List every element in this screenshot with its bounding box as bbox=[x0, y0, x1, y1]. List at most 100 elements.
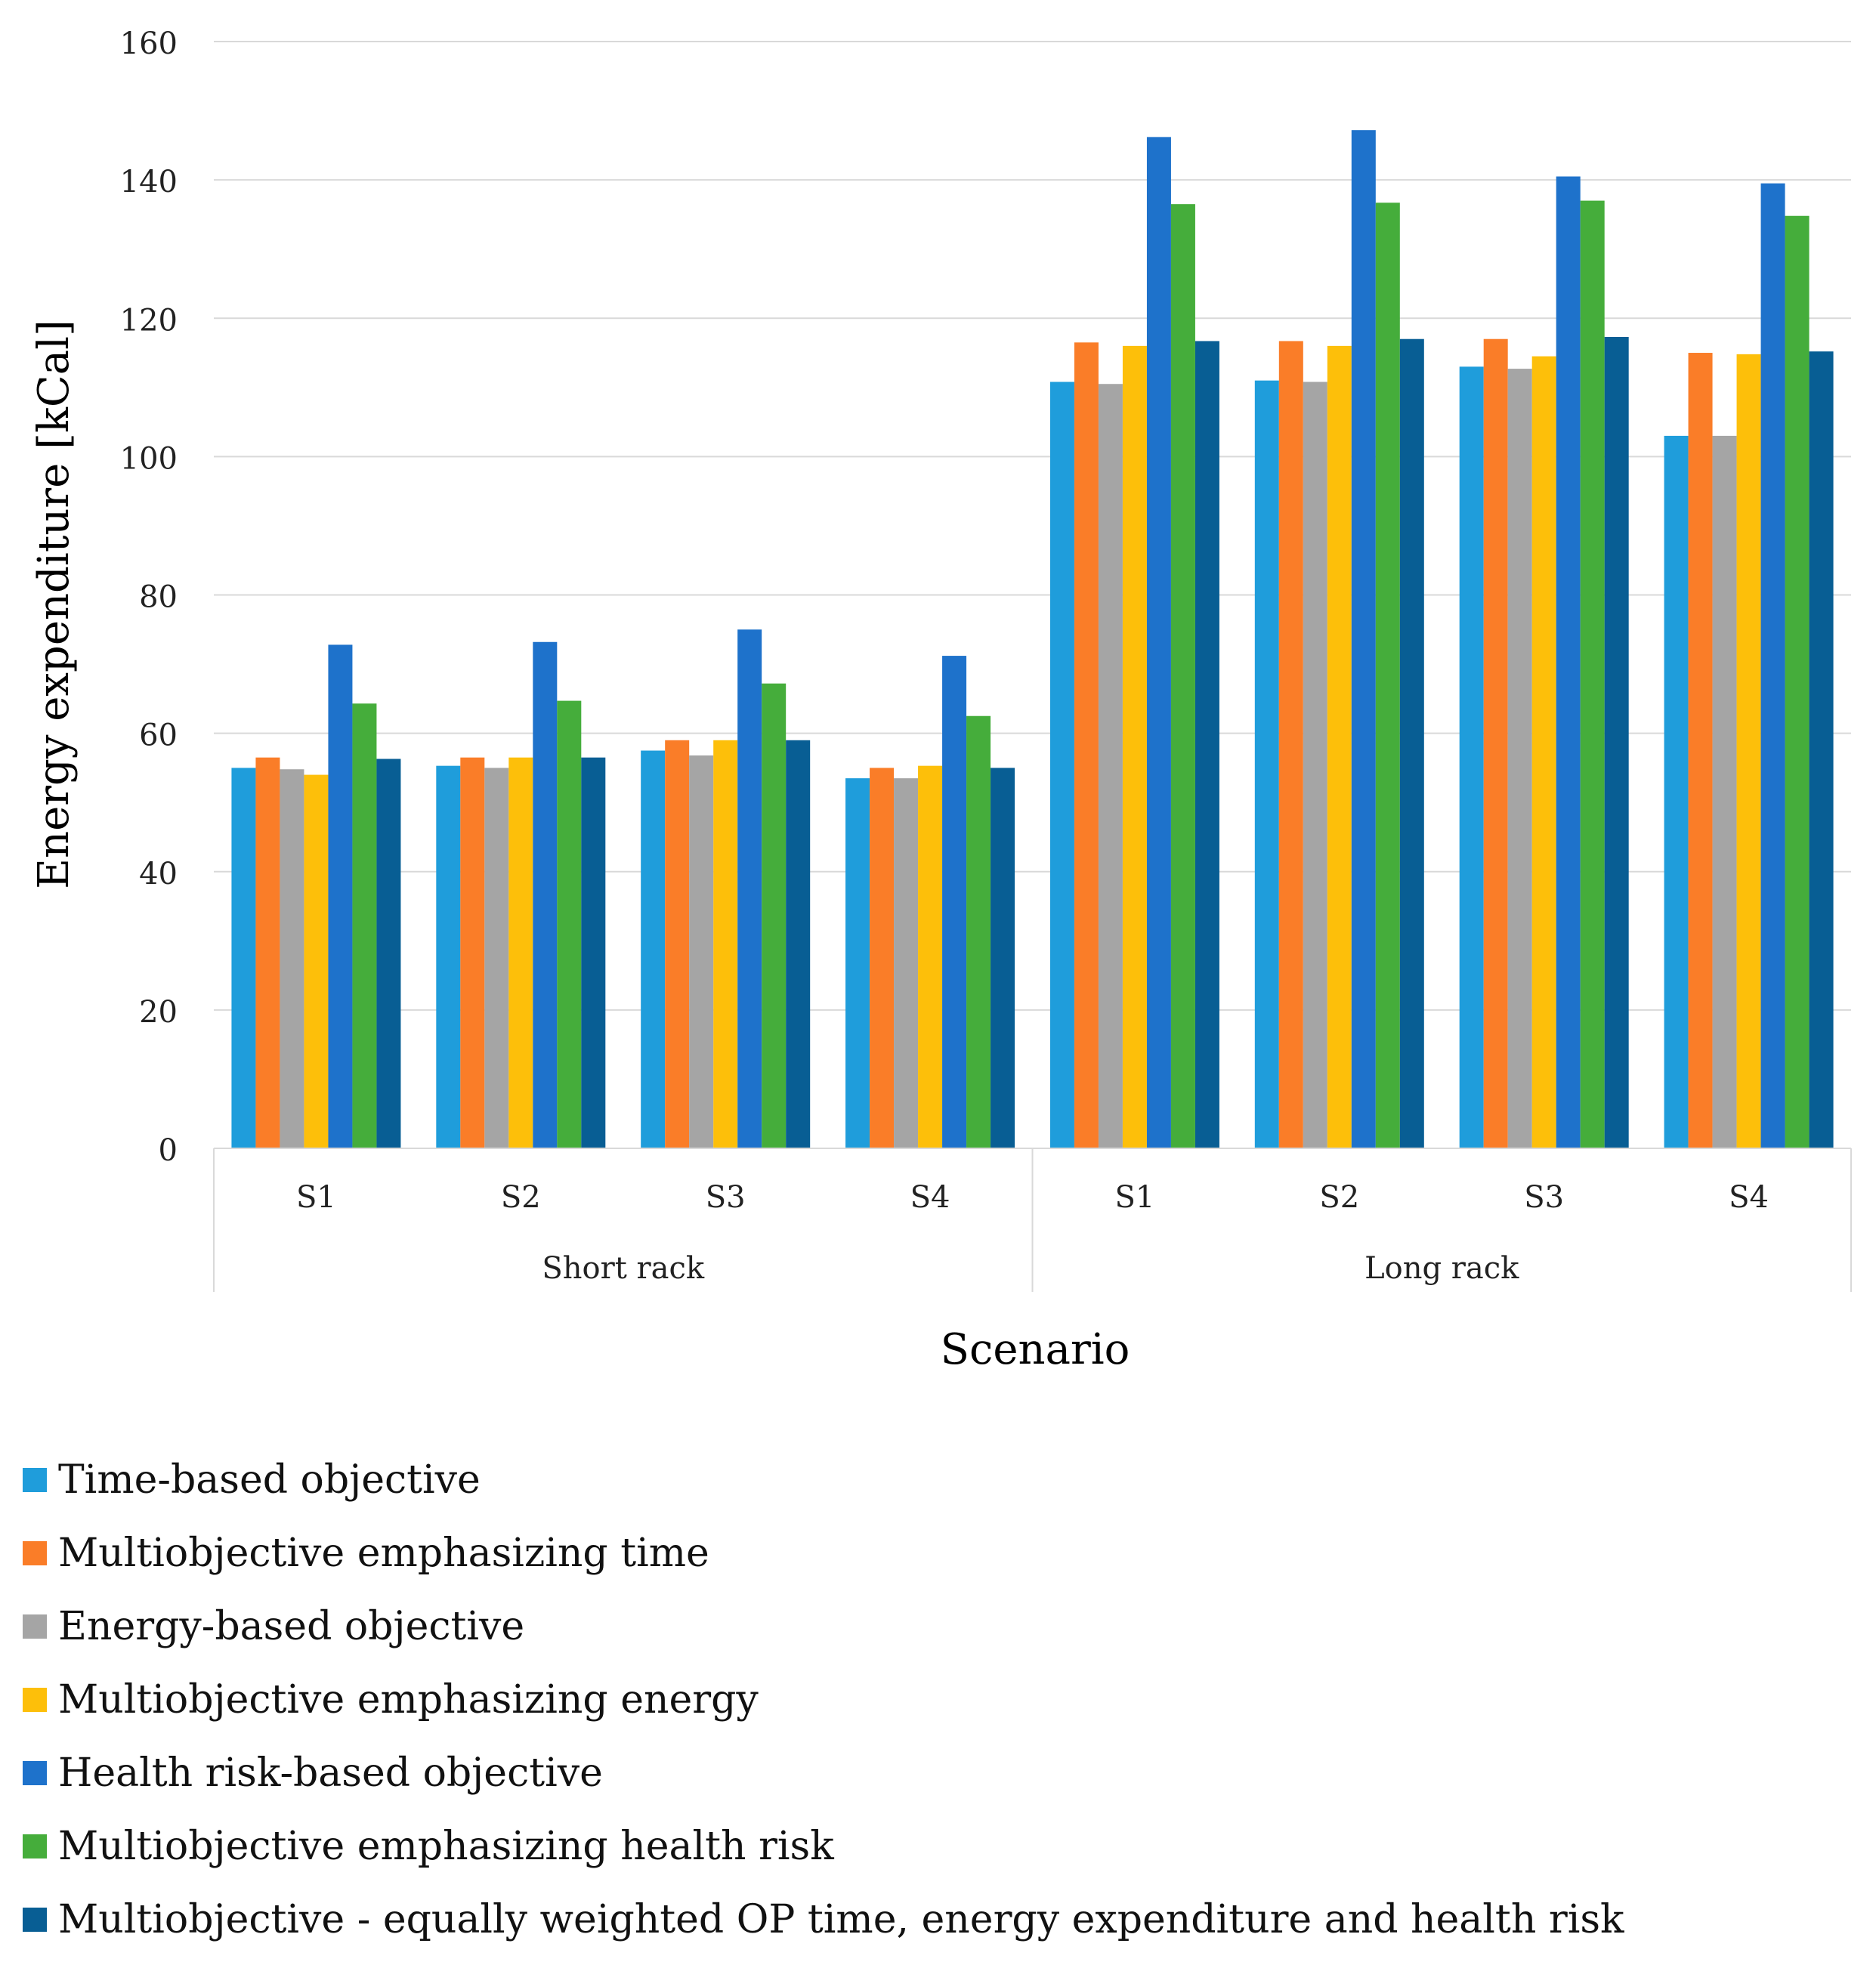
bar bbox=[870, 768, 895, 1148]
legend-label: Multiobjective emphasizing health risk bbox=[58, 1823, 834, 1869]
y-tick-label: 160 bbox=[120, 26, 178, 61]
legend-label: Energy-based objective bbox=[58, 1603, 525, 1649]
bar bbox=[1785, 215, 1810, 1148]
bar bbox=[991, 768, 1015, 1148]
bar bbox=[328, 644, 353, 1148]
bar bbox=[1531, 356, 1556, 1148]
bar bbox=[1122, 345, 1147, 1148]
y-tick-label: 20 bbox=[139, 995, 178, 1030]
legend-label: Multiobjective - equally weighted OP tim… bbox=[58, 1896, 1624, 1942]
legend-swatch bbox=[23, 1687, 47, 1712]
bar bbox=[436, 765, 461, 1148]
legend-item: Multiobjective emphasizing health risk bbox=[23, 1809, 1624, 1883]
bar bbox=[1507, 369, 1532, 1149]
legend-swatch bbox=[23, 1467, 47, 1492]
legend-swatch bbox=[23, 1760, 47, 1785]
bar bbox=[737, 629, 762, 1148]
bar bbox=[352, 703, 377, 1148]
legend-swatch bbox=[23, 1834, 47, 1858]
x-tick-labels: S1 S2 S3 S4 S1 S2 S3 S4 Short rack Long rack bbox=[296, 1180, 1769, 1286]
legend-label: Time-based objective bbox=[58, 1457, 481, 1503]
legend: Time-based objective Multiobjective empha… bbox=[23, 1443, 1624, 1956]
bar bbox=[1399, 338, 1424, 1148]
bar bbox=[1146, 137, 1171, 1149]
bar bbox=[1303, 382, 1327, 1148]
legend-item: Multiobjective emphasizing energy bbox=[23, 1663, 1624, 1736]
bar bbox=[1459, 366, 1484, 1148]
bar bbox=[484, 768, 509, 1148]
bar bbox=[1688, 353, 1713, 1148]
bar bbox=[1483, 338, 1508, 1148]
bar bbox=[1760, 183, 1785, 1148]
legend-item: Time-based objective bbox=[23, 1443, 1624, 1516]
bar bbox=[304, 774, 329, 1148]
bar bbox=[1604, 336, 1629, 1148]
bar bbox=[845, 778, 870, 1148]
bar bbox=[1195, 341, 1219, 1149]
legend-item: Multiobjective - equally weighted OP tim… bbox=[23, 1883, 1624, 1956]
x-tick-label: S2 bbox=[1319, 1180, 1359, 1215]
x-tick-label: S4 bbox=[1729, 1180, 1769, 1215]
bar-chart: 0 20 40 60 80 100 120 140 160 S1 S2 S3 S4 S1 S2 S3 S4 Sh… bbox=[29, 26, 1852, 1374]
x-tick-label: S3 bbox=[706, 1180, 746, 1215]
y-tick-label: 100 bbox=[120, 441, 178, 476]
bar bbox=[665, 740, 690, 1148]
legend-item: Multiobjective emphasizing time bbox=[23, 1516, 1624, 1590]
bar bbox=[533, 641, 558, 1148]
bar bbox=[1098, 384, 1123, 1148]
bar bbox=[557, 700, 582, 1148]
bar bbox=[894, 778, 919, 1148]
bar bbox=[1049, 382, 1074, 1148]
bar bbox=[1736, 354, 1761, 1148]
legend-item: Energy-based objective bbox=[23, 1590, 1624, 1663]
bar bbox=[1664, 435, 1689, 1148]
axes bbox=[213, 1148, 1852, 1292]
y-tick-label: 120 bbox=[120, 303, 178, 338]
bar bbox=[460, 757, 485, 1148]
legend-label: Multiobjective emphasizing energy bbox=[58, 1676, 759, 1723]
bar bbox=[1254, 380, 1279, 1148]
x-tick-label: S1 bbox=[296, 1180, 336, 1215]
bars bbox=[231, 130, 1834, 1149]
bar bbox=[1712, 435, 1737, 1148]
bar bbox=[786, 740, 811, 1148]
bar bbox=[1170, 204, 1195, 1148]
bar bbox=[641, 750, 666, 1148]
y-tick-label: 0 bbox=[159, 1133, 178, 1168]
bar bbox=[918, 765, 943, 1148]
bar bbox=[689, 755, 714, 1148]
y-tick-label: 80 bbox=[139, 580, 178, 615]
bar bbox=[1375, 202, 1400, 1149]
bar bbox=[942, 656, 967, 1148]
group-label: Long rack bbox=[1365, 1251, 1519, 1286]
bar bbox=[1556, 176, 1581, 1148]
bar bbox=[508, 757, 533, 1148]
y-axis-title: Energy expenditure [kCal] bbox=[29, 320, 79, 889]
legend-swatch bbox=[23, 1540, 47, 1565]
bar bbox=[762, 683, 787, 1148]
legend-swatch bbox=[23, 1907, 47, 1932]
bar bbox=[1580, 200, 1605, 1148]
bar bbox=[231, 768, 256, 1148]
bar bbox=[255, 757, 280, 1148]
x-axis-title: Scenario bbox=[941, 1325, 1130, 1374]
legend-label: Health risk-based objective bbox=[58, 1750, 603, 1796]
bar bbox=[1351, 130, 1376, 1149]
bar bbox=[713, 740, 738, 1148]
y-tick-labels: 0 20 40 60 80 100 120 140 160 bbox=[120, 26, 178, 1168]
bar bbox=[376, 759, 401, 1148]
x-tick-label: S3 bbox=[1524, 1180, 1564, 1215]
bar bbox=[280, 769, 304, 1148]
bar bbox=[581, 757, 606, 1148]
x-tick-label: S4 bbox=[910, 1180, 950, 1215]
y-tick-label: 40 bbox=[139, 857, 178, 891]
legend-item: Health risk-based objective bbox=[23, 1736, 1624, 1809]
legend-swatch bbox=[23, 1614, 47, 1639]
bar bbox=[966, 715, 991, 1148]
bar bbox=[1327, 345, 1352, 1148]
x-tick-label: S2 bbox=[501, 1180, 541, 1215]
y-tick-label: 140 bbox=[120, 165, 178, 199]
bar bbox=[1809, 351, 1834, 1149]
legend-label: Multiobjective emphasizing time bbox=[58, 1530, 709, 1576]
bar bbox=[1278, 341, 1303, 1149]
